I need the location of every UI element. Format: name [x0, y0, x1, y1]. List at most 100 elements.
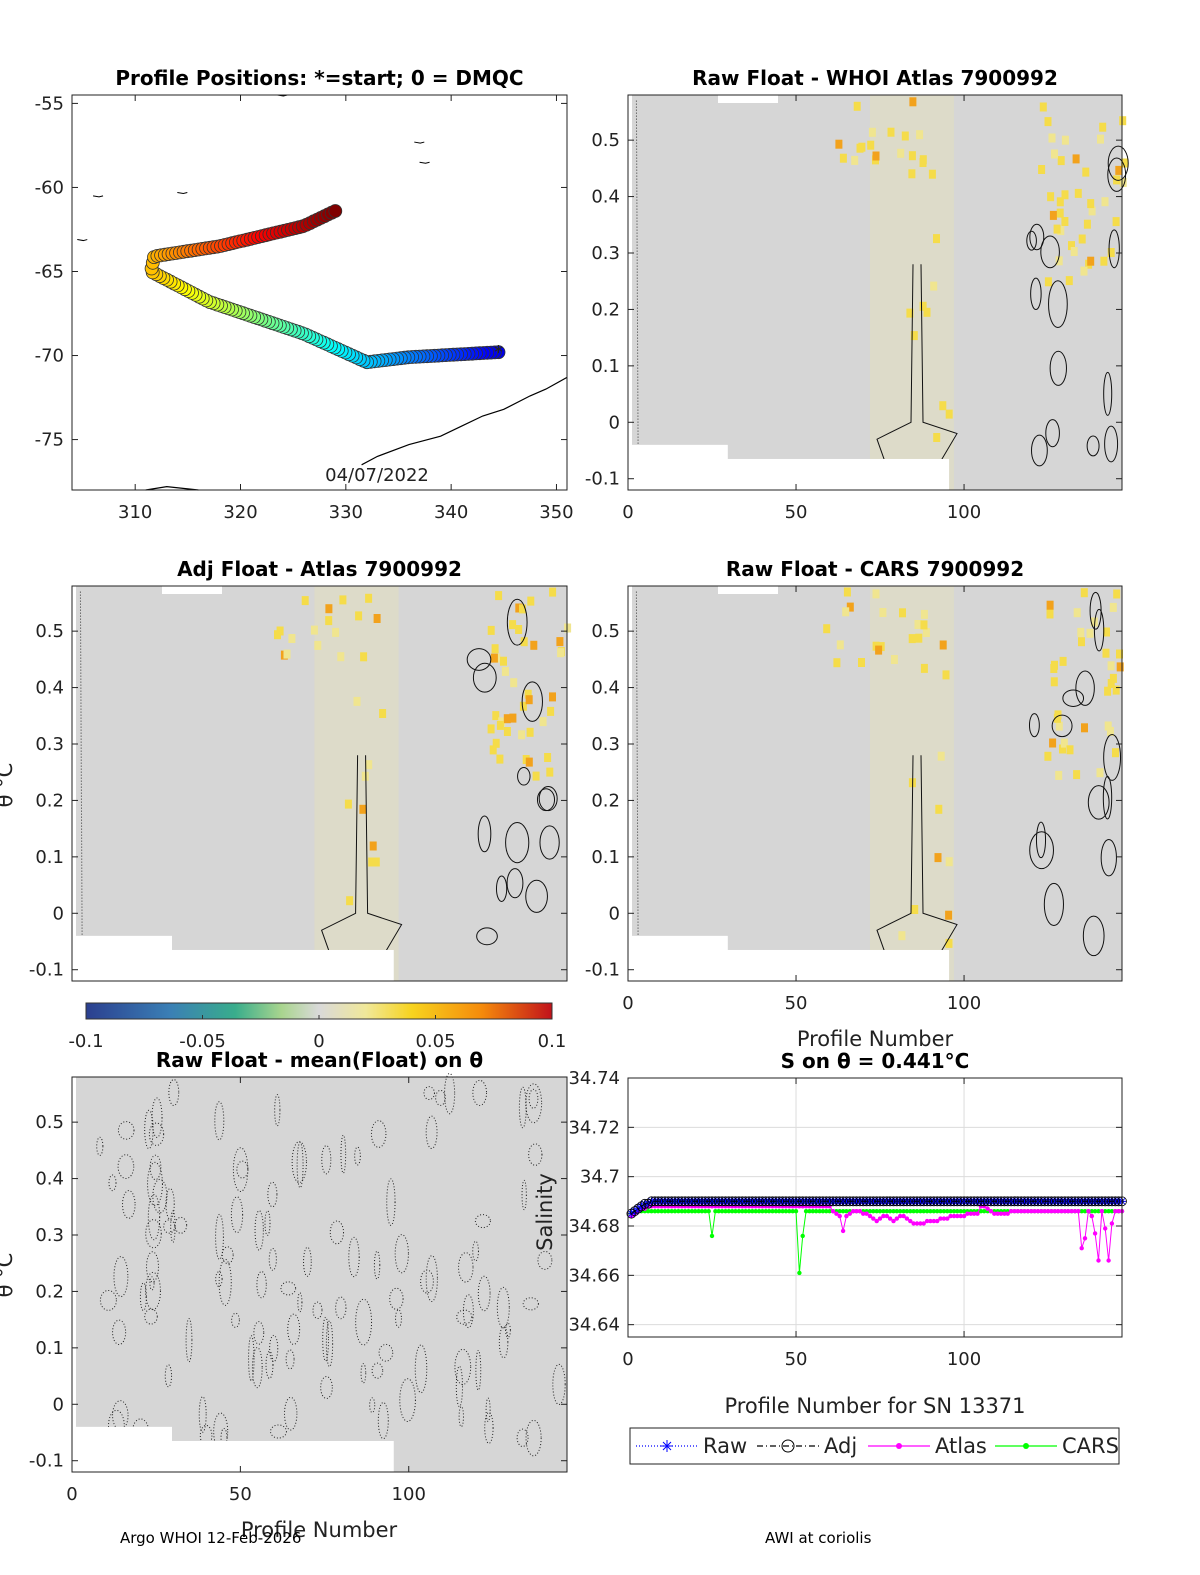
raw-cars-cell — [1046, 600, 1054, 610]
series-point-atlas — [877, 1216, 883, 1221]
series-point-adj — [821, 1196, 832, 1207]
series-point-adj — [1083, 1196, 1094, 1207]
series-point-cars — [679, 1209, 684, 1214]
raw-cars-contour — [1051, 714, 1073, 738]
raw-whoi-cell — [1068, 241, 1075, 251]
raw-whoi-cell — [910, 331, 918, 341]
colorbar-tick-label: 0.05 — [415, 1031, 455, 1052]
series-point-adj — [673, 1196, 684, 1207]
series-point-adj — [915, 1196, 926, 1207]
raw-mean-dotted-contour — [525, 1083, 543, 1124]
salinity-xlabel: Profile Number for SN 13371 — [724, 1394, 1025, 1418]
series-point-cars — [696, 1209, 701, 1214]
series-point-cars — [955, 1209, 960, 1214]
raw-whoi-cell — [1056, 208, 1064, 218]
raw-mean-ytick-label: 0.2 — [35, 1281, 64, 1302]
series-point-cars — [901, 1209, 906, 1214]
series-point-cars — [669, 1209, 674, 1214]
raw-mean-dotted-contour — [285, 1349, 295, 1370]
raw-whoi-cell — [908, 169, 916, 179]
adj-atlas-contour — [477, 815, 492, 853]
raw-mean-dotted-contour — [496, 1286, 510, 1329]
adj-atlas-contour — [320, 755, 403, 959]
series-point-adj — [750, 1196, 761, 1207]
raw-mean-dotted-contour — [221, 1246, 234, 1265]
series-point-cars — [810, 1209, 815, 1214]
raw-whoi-cell — [1074, 188, 1082, 198]
series-point-atlas — [908, 1218, 913, 1224]
series-point-cars — [1089, 1209, 1095, 1214]
series-point-adj — [1019, 1196, 1030, 1207]
series-point-adj — [717, 1196, 727, 1207]
series-point-adj — [912, 1196, 922, 1207]
raw-whoi-contour — [1030, 277, 1042, 311]
raw-mean-dotted-contour — [274, 1094, 281, 1127]
series-point-cars — [746, 1209, 752, 1214]
raw-mean-dotted-contour — [472, 1079, 488, 1106]
series-point-adj — [992, 1196, 1003, 1207]
series-point-cars — [743, 1209, 748, 1214]
raw-whoi-cell — [835, 139, 843, 149]
adj-atlas-cell — [487, 724, 495, 734]
raw-mean-dotted-contour — [284, 1396, 298, 1431]
series-point-adj — [760, 1196, 771, 1207]
island — [77, 239, 88, 242]
raw-whoi-cell — [872, 151, 880, 161]
start-marker: * — [494, 342, 503, 363]
adj-atlas-cell — [332, 627, 340, 637]
raw-whoi-cell — [851, 155, 859, 165]
raw-mean-ytick-label: 0.1 — [35, 1338, 64, 1359]
raw-mean-dotted-contour — [521, 1179, 527, 1211]
adj-atlas-cell — [556, 637, 564, 647]
raw-mean-dotted-contour — [117, 1154, 135, 1180]
series-point-adj — [878, 1196, 889, 1207]
series-point-adj — [700, 1196, 711, 1207]
series-point-adj — [683, 1196, 694, 1207]
series-point-atlas — [975, 1211, 980, 1216]
raw-whoi-cell — [1038, 165, 1046, 174]
series-point-cars — [659, 1209, 664, 1214]
positions-panel: * 04/07/2022 310 320 330 340 350 -55 -60 -65 -70 -7… — [35, 66, 574, 523]
raw-mean-dotted-contour — [369, 1397, 376, 1414]
raw-mean-dotted-contour — [147, 1193, 161, 1241]
series-point-adj — [660, 1196, 670, 1207]
raw-cars-contour — [1028, 713, 1040, 738]
adj-atlas-cell — [276, 626, 284, 636]
raw-mean-dotted-contour — [312, 1301, 323, 1320]
raw-mean-dotted-contour — [475, 1349, 482, 1391]
raw-whoi-cell — [1070, 247, 1078, 256]
positions-title: Profile Positions: *=start; 0 = DMQC — [115, 66, 523, 90]
raw-cars-cell — [1107, 679, 1115, 688]
series-point-adj — [939, 1196, 949, 1207]
series-point-cars — [827, 1209, 832, 1214]
raw-whoi-ytick-label: 0.5 — [591, 130, 620, 151]
series-point-adj — [908, 1196, 919, 1207]
series-point-adj — [687, 1196, 697, 1207]
series-point-cars — [941, 1209, 947, 1214]
adj-atlas-cell — [355, 611, 363, 621]
series-point-adj — [949, 1196, 959, 1207]
raw-cars-cell — [842, 607, 850, 617]
adj-atlas-cell — [372, 857, 380, 867]
raw-whoi-cell — [1049, 210, 1057, 220]
series-point-cars — [840, 1209, 846, 1214]
colorbar: -0.1 -0.05 0 0.05 0.1 — [68, 1002, 566, 1052]
raw-whoi-cell — [1099, 122, 1107, 132]
series-point-adj — [754, 1196, 764, 1207]
series-point-cars — [682, 1209, 688, 1214]
series-point-adj — [1096, 1196, 1107, 1207]
series-point-cars — [1109, 1209, 1115, 1214]
raw-whoi-ytick-label: 0.3 — [591, 243, 620, 264]
raw-mean-dotted-contour — [462, 1294, 474, 1329]
series-point-adj — [646, 1196, 657, 1207]
series-point-atlas — [1045, 1209, 1051, 1214]
raw-cars-ytick-label: 0.1 — [591, 847, 620, 868]
raw-whoi-cell — [1053, 224, 1061, 234]
series-point-atlas — [1092, 1231, 1098, 1236]
positions-frame — [71, 94, 568, 491]
raw-mean-dotted-contour — [325, 1320, 334, 1368]
series-point-atlas — [992, 1211, 997, 1216]
raw-cars-cell — [1081, 723, 1088, 733]
raw-mean-dotted-contour — [232, 1147, 249, 1193]
raw-mean-dotted-contour — [456, 1309, 473, 1325]
